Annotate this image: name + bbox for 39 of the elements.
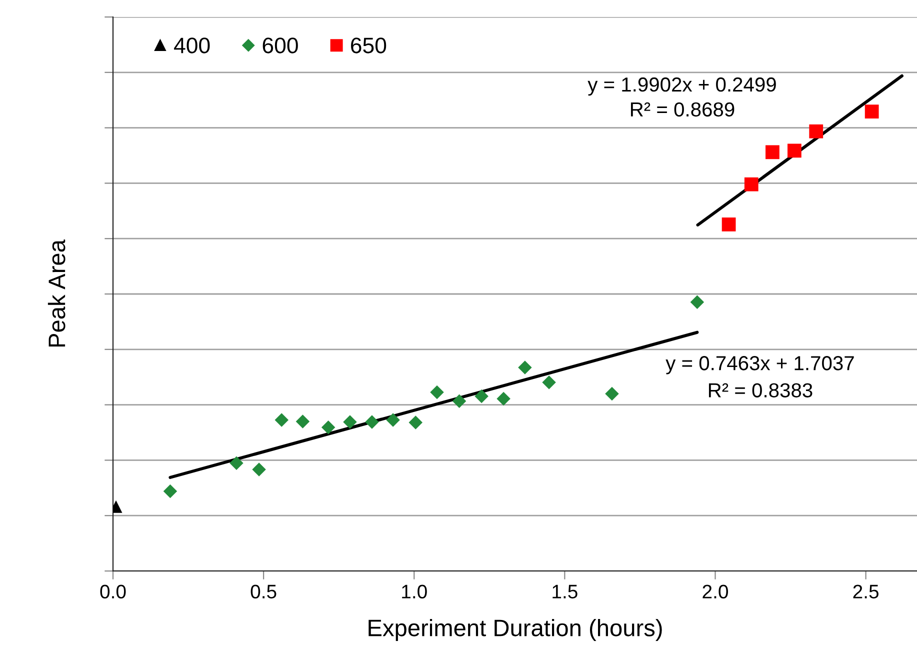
x-tick-label: 1.5: [552, 584, 578, 598]
point: [809, 124, 824, 138]
x-axis-title: Experiment Duration (hours): [368, 618, 662, 641]
annotation: R² = 0.8689: [630, 102, 734, 117]
point: [386, 413, 400, 427]
annotation: R² = 0.8383: [708, 383, 812, 398]
x-tick-label: 0.0: [100, 584, 126, 598]
point: [163, 484, 178, 498]
point: [864, 104, 879, 119]
point: [252, 462, 266, 476]
point: [430, 385, 444, 400]
point: [408, 416, 423, 430]
point: [230, 456, 244, 470]
point: [605, 386, 619, 401]
point: [365, 415, 379, 429]
annotation: y = 0.7463x + 1.7037: [666, 356, 854, 374]
point: [518, 360, 532, 374]
point: [321, 420, 336, 434]
point: [274, 413, 289, 427]
point: [452, 394, 466, 408]
point: [296, 414, 310, 428]
point: [722, 217, 736, 232]
point: [474, 389, 488, 404]
point: [343, 415, 357, 429]
point: [744, 177, 758, 192]
point: [542, 376, 556, 390]
annotation: y = 1.9902x + 0.2499: [588, 77, 776, 96]
point: [788, 144, 802, 158]
x-tick-label: 2.0: [702, 584, 728, 598]
point: [690, 295, 704, 310]
x-tick-label: 2.5: [853, 584, 879, 598]
point: [496, 392, 510, 406]
legend-label: 600: [262, 38, 298, 54]
legend-label: 400: [174, 38, 210, 54]
x-tick-label: 0.5: [250, 584, 276, 598]
x-tick-label: 1.0: [402, 584, 427, 598]
y-axis-title: Peak Area: [48, 240, 66, 347]
point: [766, 145, 780, 160]
legend-label: 650: [351, 38, 386, 54]
